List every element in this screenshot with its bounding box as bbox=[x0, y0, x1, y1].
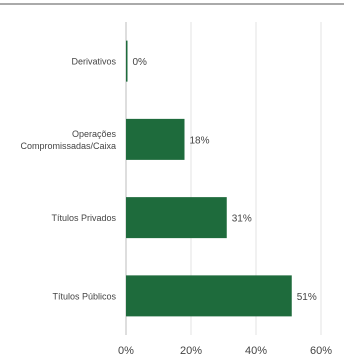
bar-0 bbox=[126, 40, 128, 82]
x-tick-label-1: 20% bbox=[180, 345, 202, 357]
x-tick-labels: 0% 20% 40% 60% bbox=[118, 345, 332, 357]
bar-2 bbox=[126, 197, 227, 239]
category-label-1-line-0: Operações bbox=[72, 129, 117, 139]
data-label-0: 0% bbox=[133, 57, 148, 68]
x-tick-label-0: 0% bbox=[118, 345, 134, 357]
x-tick-label-3: 60% bbox=[310, 345, 332, 357]
bars bbox=[126, 40, 292, 317]
category-label-0: Derivativos bbox=[71, 57, 116, 67]
x-tick-label-2: 40% bbox=[245, 345, 267, 357]
data-label-2: 31% bbox=[232, 214, 252, 225]
data-label-1: 18% bbox=[190, 135, 210, 146]
bar-1 bbox=[126, 118, 185, 160]
category-labels: Derivativos Operações Compromissadas/Caixa… bbox=[20, 57, 116, 302]
data-label-3: 51% bbox=[297, 292, 317, 303]
category-label-2: Títulos Privados bbox=[51, 213, 116, 223]
data-labels: 0% 18% 31% 51% bbox=[133, 57, 317, 303]
category-label-3: Títulos Públicos bbox=[52, 291, 116, 301]
category-label-1-line-1: Compromissadas/Caixa bbox=[20, 141, 116, 151]
bar-3 bbox=[126, 275, 292, 317]
